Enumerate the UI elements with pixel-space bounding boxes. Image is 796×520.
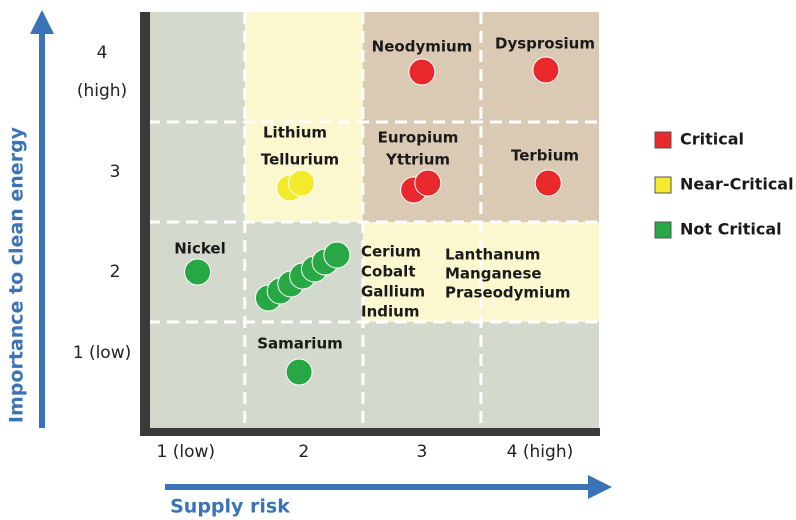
legend-label: Near-Critical [680, 175, 794, 194]
x-axis-title: Supply risk [170, 496, 290, 518]
annotation: Europium [378, 129, 459, 147]
x-tick-label: 2 [298, 442, 309, 462]
x-axis-bar [140, 428, 600, 436]
annotation: Dysprosium [495, 35, 595, 53]
point [287, 169, 315, 197]
y-tick-label: 3 [109, 162, 121, 182]
annotation: Samarium [257, 335, 343, 353]
legend-swatch [654, 221, 672, 239]
annotation: Cerium [361, 243, 421, 261]
annotation: Cobalt [361, 263, 416, 281]
annotation: Nickel [174, 240, 225, 258]
x-tick-label: 1 (low) [157, 442, 216, 462]
point [534, 169, 562, 197]
x-tick-label: 3 [416, 442, 427, 462]
annotation: Praseodymium [445, 284, 571, 302]
legend-swatch [654, 131, 672, 149]
annotation: Manganese [445, 265, 542, 283]
legend-label: Critical [680, 130, 744, 149]
point [323, 241, 351, 269]
y-tick-label: 1 (low) [72, 343, 132, 363]
point [408, 58, 436, 86]
annotation: Lanthanum [445, 246, 540, 264]
annotation: Lithium [263, 124, 327, 142]
legend-label: Not Critical [680, 220, 782, 239]
y-axis-bar [140, 12, 150, 436]
annotation: Indium [361, 303, 419, 321]
annotation: Neodymium [372, 38, 473, 56]
annotation: Tellurium [261, 151, 339, 169]
annotation: Yttrium [385, 151, 450, 169]
x-tick-label: 4 (high) [507, 442, 574, 462]
legend-swatch [654, 176, 672, 194]
point [532, 56, 560, 84]
annotation: Terbium [511, 147, 579, 165]
y-tick-label: 4 (high) [76, 43, 128, 101]
annotation: Gallium [361, 283, 425, 301]
point [414, 169, 442, 197]
point [184, 258, 212, 286]
point [285, 358, 313, 386]
y-tick-label: 2 [109, 262, 121, 282]
y-axis-title: Importance to clean energy [6, 126, 28, 423]
